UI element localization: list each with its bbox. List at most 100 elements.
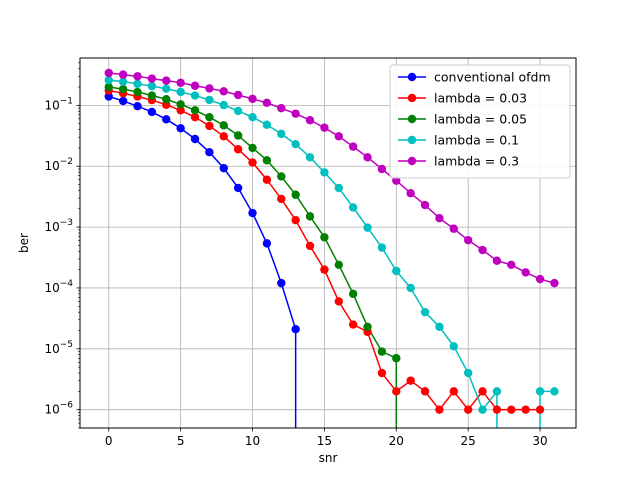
- data-point-lambda-0-03: [320, 265, 329, 274]
- data-point-conventional-ofdm: [162, 115, 171, 124]
- data-point-conventional-ofdm: [118, 96, 128, 106]
- legend-marker: [407, 72, 417, 82]
- y-tick-label: 10−6: [44, 401, 73, 417]
- data-point-lambda-0-1: [363, 223, 372, 232]
- x-tick-label: 0: [105, 434, 113, 448]
- data-point-lambda-0-3: [363, 153, 372, 162]
- data-point-conventional-ofdm: [291, 325, 300, 334]
- data-point-lambda-0-3: [377, 164, 387, 174]
- data-point-lambda-0-1: [550, 387, 559, 396]
- data-point-conventional-ofdm: [262, 239, 272, 248]
- data-point-lambda-0-05: [104, 82, 113, 92]
- data-point-lambda-0-3: [233, 90, 243, 100]
- data-point-lambda-0-05: [305, 212, 315, 221]
- x-tick-label: 20: [389, 434, 404, 448]
- series-layer: [104, 68, 559, 428]
- series-line-lambda-0-05: [108, 86, 398, 428]
- data-point-lambda-0-03: [521, 405, 530, 414]
- data-point-conventional-ofdm: [133, 101, 142, 111]
- data-point-lambda-0-1: [348, 203, 358, 212]
- data-point-lambda-0-3: [176, 78, 185, 87]
- data-point-lambda-0-3: [521, 268, 530, 277]
- data-point-lambda-0-3: [147, 74, 157, 83]
- x-axis-label: snr: [319, 451, 338, 465]
- data-point-lambda-0-05: [162, 95, 171, 104]
- y-tick-label: 10−1: [44, 96, 73, 112]
- data-point-lambda-0-3: [320, 123, 329, 132]
- y-axis-label: ber: [17, 233, 31, 253]
- data-point-lambda-0-03: [377, 368, 387, 378]
- data-point-lambda-0-1: [449, 342, 458, 351]
- data-point-lambda-0-03: [392, 387, 401, 396]
- legend-marker: [407, 114, 417, 124]
- y-tick-label: 10−2: [44, 157, 73, 173]
- data-point-lambda-0-1: [492, 387, 502, 396]
- data-point-lambda-0-03: [420, 387, 430, 396]
- x-tick-label: 30: [532, 434, 547, 448]
- y-tick-label: 10−5: [44, 340, 73, 356]
- legend: conventional ofdm lambda = 0.03 lambda = 0…: [389, 64, 571, 179]
- x-tick-label: 15: [317, 434, 332, 448]
- data-point-lambda-0-3: [492, 256, 502, 265]
- data-point-lambda-0-03: [449, 387, 458, 396]
- x-tick-label: 5: [177, 434, 185, 448]
- data-point-lambda-0-1: [420, 307, 430, 317]
- data-point-lambda-0-05: [233, 131, 243, 140]
- data-point-lambda-0-03: [190, 112, 200, 122]
- data-point-lambda-0-3: [420, 200, 430, 210]
- data-point-lambda-0-05: [291, 190, 300, 199]
- legend-entry-lambda-0-05: lambda = 0.05: [398, 112, 527, 127]
- plot-area: [104, 68, 559, 428]
- data-point-lambda-0-1: [133, 79, 142, 89]
- data-point-lambda-0-1: [118, 77, 128, 86]
- data-point-lambda-0-05: [147, 91, 157, 100]
- y-tick-label: 10−3: [44, 218, 73, 234]
- y-tick-label: 10−4: [44, 279, 73, 295]
- data-point-lambda-0-1: [219, 100, 228, 110]
- x-tick-label: 10: [245, 434, 260, 448]
- data-point-lambda-0-03: [219, 132, 228, 141]
- data-point-lambda-0-05: [334, 260, 343, 270]
- data-point-lambda-0-1: [104, 75, 113, 85]
- data-point-conventional-ofdm: [176, 124, 185, 133]
- legend-entry-lambda-0-03: lambda = 0.03: [398, 91, 527, 106]
- data-point-lambda-0-1: [262, 120, 272, 129]
- legend-box: [389, 64, 571, 179]
- data-point-lambda-0-3: [507, 260, 516, 270]
- legend-label: lambda = 0.1: [434, 133, 519, 148]
- series-line-conventional-ofdm: [108, 95, 297, 428]
- data-point-conventional-ofdm: [233, 183, 243, 193]
- data-point-lambda-0-03: [248, 158, 257, 167]
- data-point-lambda-0-3: [205, 84, 214, 93]
- data-point-lambda-0-3: [392, 176, 401, 185]
- data-point-lambda-0-1: [377, 243, 387, 252]
- legend-marker: [407, 156, 417, 166]
- data-point-lambda-0-1: [478, 405, 487, 414]
- data-point-lambda-0-1: [535, 387, 545, 396]
- legend-label: lambda = 0.03: [434, 91, 527, 106]
- data-point-lambda-0-1: [406, 283, 415, 293]
- data-point-lambda-0-3: [104, 68, 113, 78]
- data-point-lambda-0-1: [190, 91, 200, 100]
- data-point-lambda-0-05: [377, 347, 387, 356]
- data-point-lambda-0-3: [463, 235, 473, 245]
- data-point-lambda-0-03: [291, 215, 300, 225]
- legend-label: lambda = 0.3: [434, 154, 519, 169]
- data-point-lambda-0-3: [162, 76, 171, 85]
- data-point-lambda-0-03: [176, 106, 185, 115]
- data-point-lambda-0-1: [277, 129, 286, 139]
- data-point-conventional-ofdm: [190, 134, 200, 144]
- data-point-lambda-0-05: [320, 233, 329, 242]
- data-point-lambda-0-3: [262, 98, 272, 108]
- data-point-lambda-0-3: [133, 72, 142, 81]
- data-point-lambda-0-03: [205, 121, 214, 131]
- data-point-lambda-0-1: [291, 140, 300, 149]
- data-point-lambda-0-05: [248, 143, 257, 153]
- data-point-lambda-0-3: [435, 213, 444, 223]
- data-point-lambda-0-3: [449, 224, 458, 233]
- data-point-lambda-0-3: [478, 245, 487, 255]
- y-axis-ticks: 10−6 10−5 10−4 10−3 10−2 10−1: [44, 62, 80, 429]
- data-point-lambda-0-3: [550, 278, 559, 288]
- plot-frame: [79, 57, 577, 429]
